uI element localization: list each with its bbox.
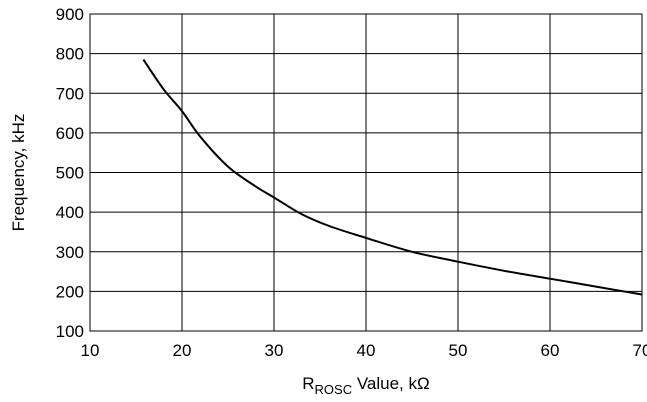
y-tick-label: 200: [56, 282, 84, 301]
x-tick-label: 60: [541, 341, 560, 360]
x-tick-labels: 10 20 30 40 50 60 70: [81, 341, 647, 360]
x-axis-label-main: R: [302, 374, 314, 393]
x-tick-label: 30: [265, 341, 284, 360]
x-tick-label: 10: [81, 341, 100, 360]
y-tick-label: 500: [56, 164, 84, 183]
y-tick-label: 700: [56, 84, 84, 103]
y-axis-label: Frequency, kHz: [9, 114, 28, 232]
y-tick-label: 900: [56, 5, 84, 24]
x-axis-label: RROSC Value, kΩ: [302, 374, 429, 397]
y-tick-label: 800: [56, 45, 84, 64]
x-tick-label: 40: [357, 341, 376, 360]
x-axis-label-rest: Value, kΩ: [352, 374, 430, 393]
y-tick-label: 400: [56, 203, 84, 222]
x-tick-label: 20: [173, 341, 192, 360]
frequency-curve: [143, 60, 642, 295]
y-tick-label: 300: [56, 243, 84, 262]
x-axis-label-subscript: ROSC: [315, 382, 353, 397]
x-tick-label: 50: [449, 341, 468, 360]
y-tick-labels: 100 200 300 400 500 600 700 800 900: [56, 5, 84, 341]
y-tick-label: 100: [56, 322, 84, 341]
x-tick-label: 70: [633, 341, 647, 360]
y-tick-label: 600: [56, 124, 84, 143]
grid: [90, 14, 642, 331]
